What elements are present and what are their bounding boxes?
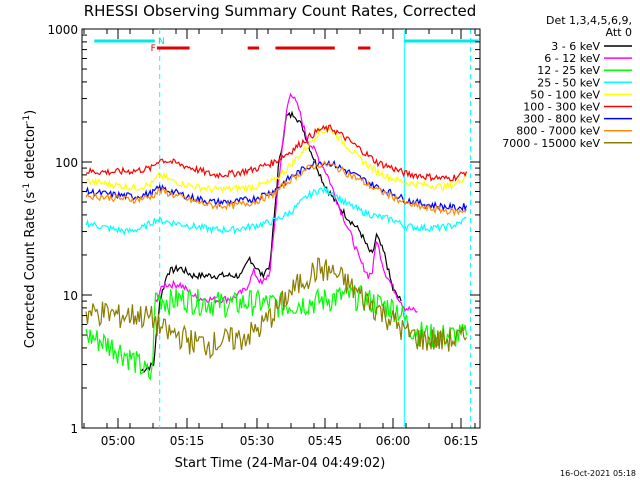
series-line-4 (85, 126, 467, 194)
x-axis-title: Start Time (24-Mar-04 04:49:02) (175, 456, 386, 471)
x-tick-label-2: 05:30 (240, 434, 275, 448)
plot-series-layer: FN (85, 29, 479, 428)
y-tick-label-3: 1000 (47, 23, 78, 37)
series-line-2 (85, 283, 468, 381)
x-tick-label-0: 05:00 (101, 434, 136, 448)
chart-title: RHESSI Observing Summary Count Rates, Co… (84, 2, 477, 20)
legend-label-6: 300 - 800 keV (523, 113, 600, 126)
legend-header-2: Att 0 (606, 26, 632, 39)
legend-label-4: 50 - 100 keV (530, 88, 600, 101)
annotation-f: F (151, 44, 156, 54)
y-tick-label-1: 10 (63, 289, 78, 303)
y-tick-label-0: 1 (70, 422, 78, 436)
x-tick-label-5: 06:15 (444, 434, 479, 448)
x-tick-label-3: 05:45 (308, 434, 343, 448)
series-line-5 (86, 124, 468, 182)
series-line-7 (85, 160, 468, 217)
legend-label-8: 7000 - 15000 keV (502, 137, 600, 150)
y-tick-label-2: 100 (55, 156, 78, 170)
series-line-3 (85, 185, 467, 236)
legend-label-7: 800 - 7000 keV (516, 125, 600, 138)
legend-label-2: 12 - 25 keV (537, 64, 600, 77)
annotation-n: N (158, 37, 165, 47)
y-axis-title: Corrected Count Rate (s-1 detector-1) (22, 110, 38, 348)
series-line-0 (140, 110, 402, 374)
legend-label-3: 25 - 50 keV (537, 76, 600, 89)
axes-layer: 1 10 100 1000 05:00 05:15 05:30 05:45 06:00 06:15 (47, 23, 480, 448)
x-tick-label-4: 06:00 (376, 434, 411, 448)
legend-label-0: 3 - 6 keV (551, 40, 600, 53)
timestamp: 16-Oct-2021 05:18 (560, 469, 636, 478)
legend-header-1: Det 1,3,4,5,6,9, (546, 14, 632, 27)
series-line-8 (85, 257, 468, 360)
plot-frame (81, 28, 481, 429)
series-line-1 (155, 92, 418, 313)
legend-label-1: 6 - 12 keV (544, 52, 600, 65)
legend-label-5: 100 - 300 keV (523, 101, 600, 114)
x-tick-label-1: 05:15 (170, 434, 205, 448)
